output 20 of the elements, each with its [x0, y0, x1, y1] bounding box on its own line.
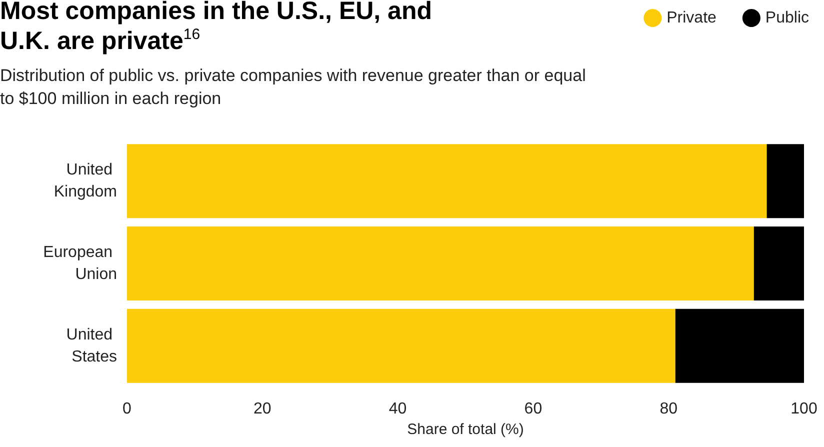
- legend-label: Public: [765, 10, 809, 26]
- legend-label: Private: [666, 10, 717, 26]
- bar: [675, 308, 804, 383]
- y-tick-label: European Union: [43, 244, 117, 283]
- chart-title: Most companies in the U.S., EU, and U.K. are private$^{16}$: [0, 0, 434, 56]
- y-tick-label: United States: [66, 326, 117, 366]
- chart-subtitle: Distribution of public vs. private companies with revenue greater than or equal to $100 million in each region: [0, 65, 587, 110]
- x-tick-label: 20: [254, 400, 272, 418]
- bar: [127, 144, 767, 218]
- x-axis-title: Share of total (%): [407, 420, 524, 438]
- y-tick-label: United Kingdom: [54, 162, 117, 201]
- bar: [127, 308, 676, 383]
- x-tick-label: 60: [524, 400, 542, 418]
- x-tick-label: 80: [660, 400, 678, 418]
- x-tick-label: 100: [790, 400, 818, 418]
- x-tick-label: 40: [388, 400, 407, 418]
- x-tick-label: 0: [122, 400, 132, 418]
- bar: [766, 144, 804, 218]
- bar: [754, 226, 804, 300]
- bar: [127, 226, 754, 300]
